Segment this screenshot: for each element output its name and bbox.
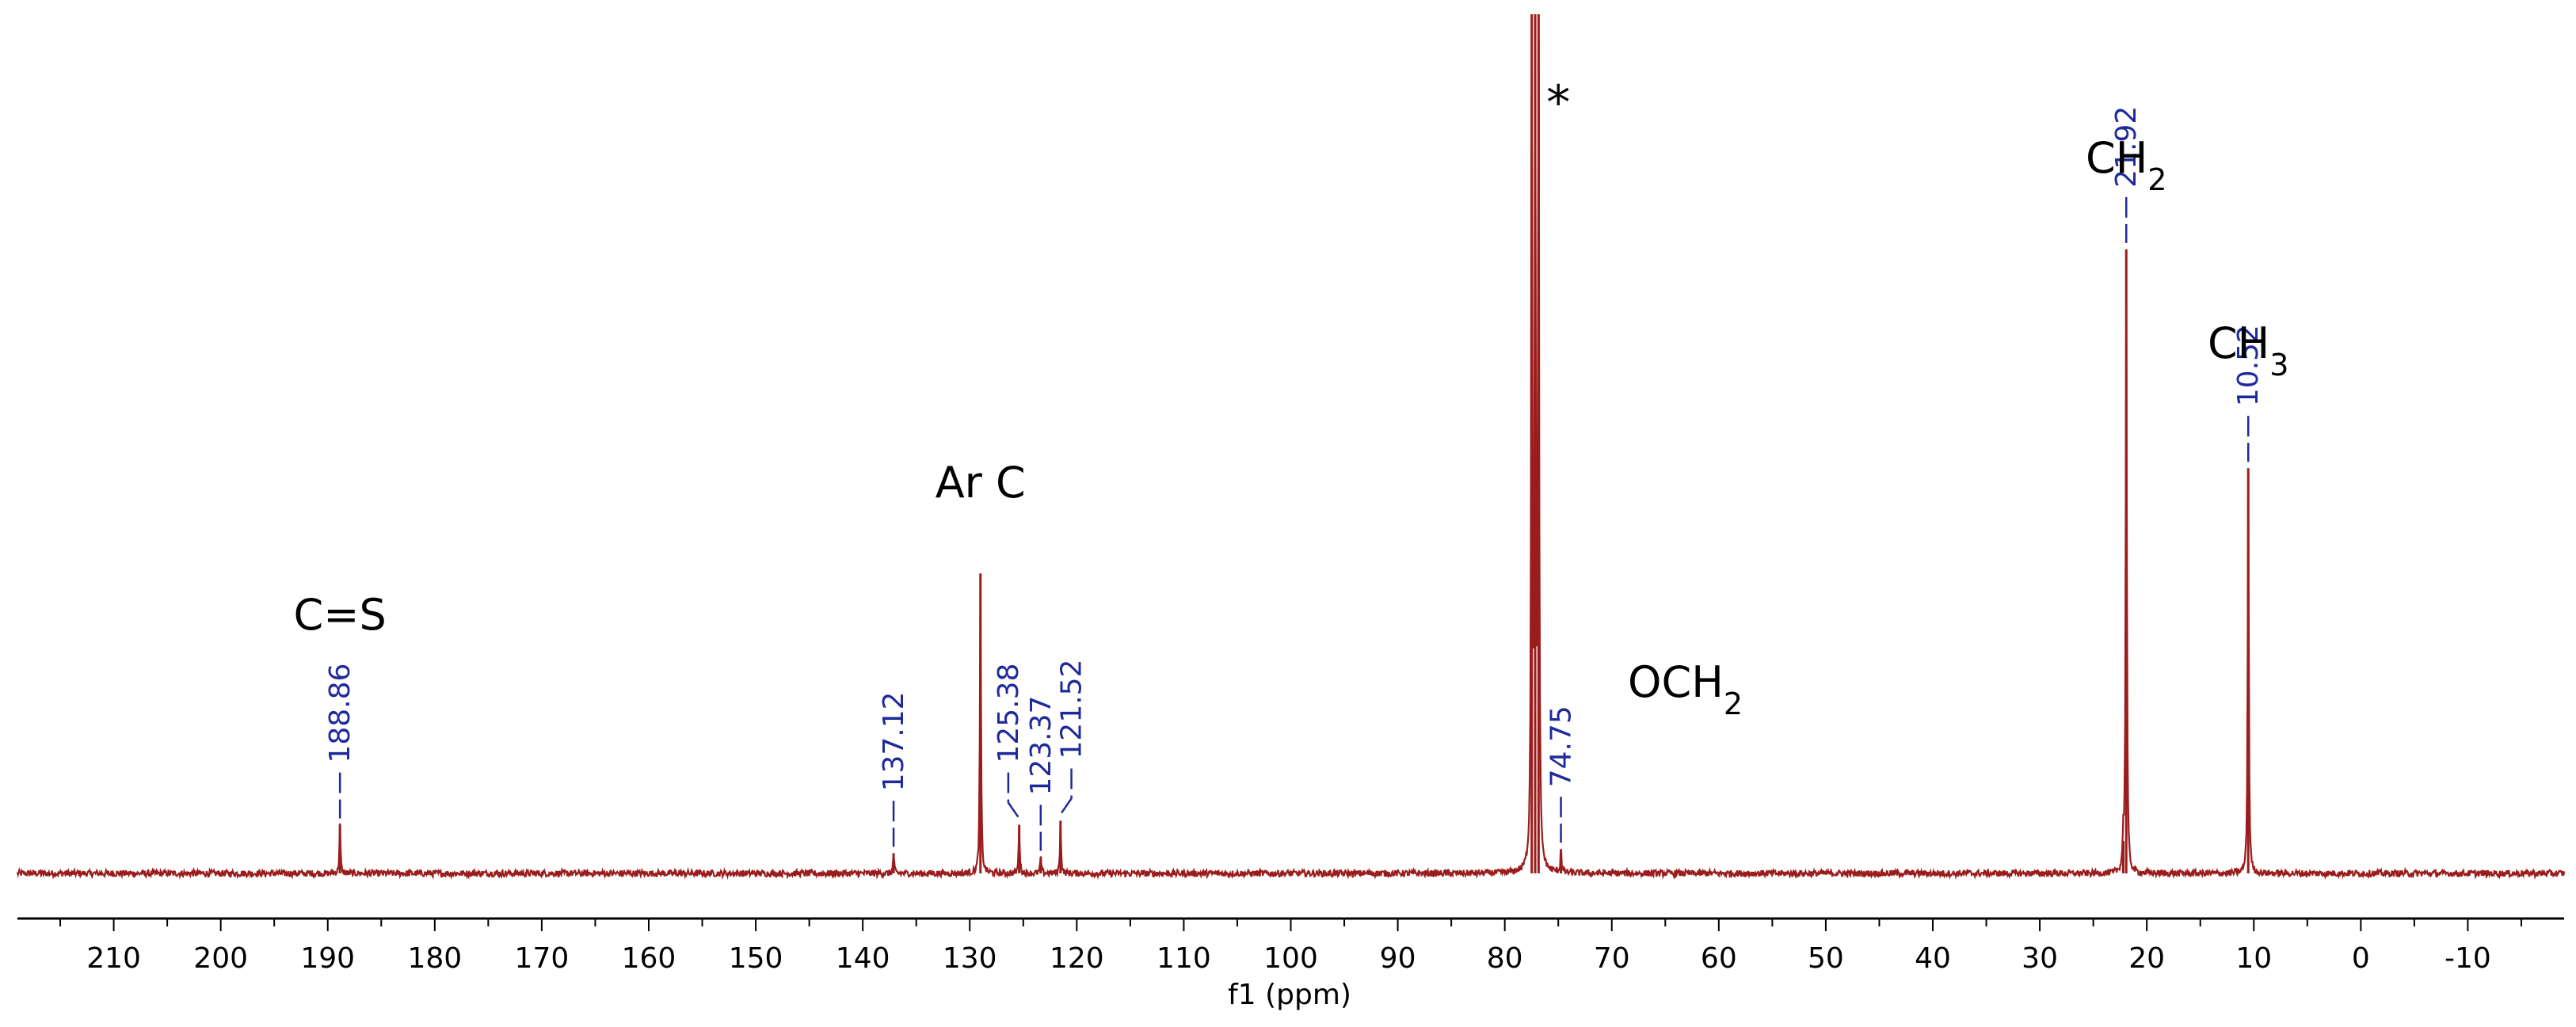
x-axis-tick-label: 160 — [622, 942, 676, 975]
spectrum-layer — [16, 13, 2566, 881]
group-label: Ar C — [936, 458, 1026, 508]
x-axis-tick-label: 10 — [2235, 942, 2272, 975]
x-axis-tick-label: 140 — [836, 942, 890, 975]
peak-label-text: 137.12 — [878, 691, 910, 791]
x-axis-tick-label: 170 — [515, 942, 570, 975]
group-label-subscript: 3 — [2269, 348, 2288, 382]
x-axis-tick-label: 120 — [1050, 942, 1104, 975]
peak-label-text: 21.92 — [2110, 106, 2143, 188]
x-axis-tick-label: 50 — [1808, 942, 1844, 975]
x-axis-tick-label: 200 — [193, 942, 248, 975]
x-axis-tick-label: 60 — [1701, 942, 1737, 975]
peak-label-leader — [1059, 768, 1073, 816]
x-axis-tick-label: 210 — [86, 942, 141, 975]
group-label: C=S — [294, 590, 387, 640]
peak-label: 188.86 — [324, 664, 356, 819]
peak-label-text: 125.38 — [993, 664, 1025, 763]
group-label-subscript: 2 — [2147, 162, 2166, 197]
x-axis-tick-label: 70 — [1594, 942, 1630, 975]
x-axis-tick-label: 30 — [2022, 942, 2058, 975]
x-axis-tick-label: 100 — [1263, 942, 1318, 975]
x-axis-tick-label: -10 — [2445, 942, 2491, 975]
peak-label-text: 74.75 — [1545, 706, 1578, 787]
peak-label: 125.38 — [993, 664, 1025, 820]
group-label: OCH2 — [1628, 657, 1743, 721]
peak-label: 10.52 — [2232, 325, 2265, 462]
x-axis-tick-label: 20 — [2128, 942, 2165, 975]
x-axis-tick-label: 190 — [300, 942, 355, 975]
x-axis-tick-label: 110 — [1157, 942, 1211, 975]
peak-label: 137.12 — [878, 691, 910, 847]
peak-label-text: 121.52 — [1056, 659, 1088, 759]
x-axis-tick-label: 40 — [1915, 942, 1951, 975]
x-axis-tick-label: 150 — [729, 942, 783, 975]
peak-label: 123.37 — [1025, 696, 1057, 851]
x-axis-tick-label: 180 — [407, 942, 462, 975]
x-axis-tick-label: 80 — [1487, 942, 1523, 975]
solvent-star-label: * — [1546, 75, 1570, 131]
peak-label-text: 188.86 — [324, 664, 356, 763]
peak-label: 74.75 — [1545, 706, 1578, 843]
peak-label-text: 123.37 — [1025, 696, 1057, 796]
peak-label: 21.92 — [2110, 106, 2143, 243]
peak-label-leader — [1007, 772, 1020, 820]
x-axis-tick-label: 130 — [943, 942, 997, 975]
spectrum-trace — [16, 13, 2566, 881]
peak-label-text: 10.52 — [2232, 325, 2265, 406]
x-axis-ticks: 210 200 190 180 170 160 150 140 130 120 110 100 90 80… — [59, 919, 2522, 975]
x-axis-tick-label: 90 — [1380, 942, 1416, 975]
x-axis-title: f1 (ppm) — [1228, 979, 1351, 1011]
group-label-subscript: 2 — [1724, 687, 1743, 721]
x-axis-tick-label: 0 — [2352, 942, 2370, 975]
peak-label: 121.52 — [1056, 659, 1088, 816]
